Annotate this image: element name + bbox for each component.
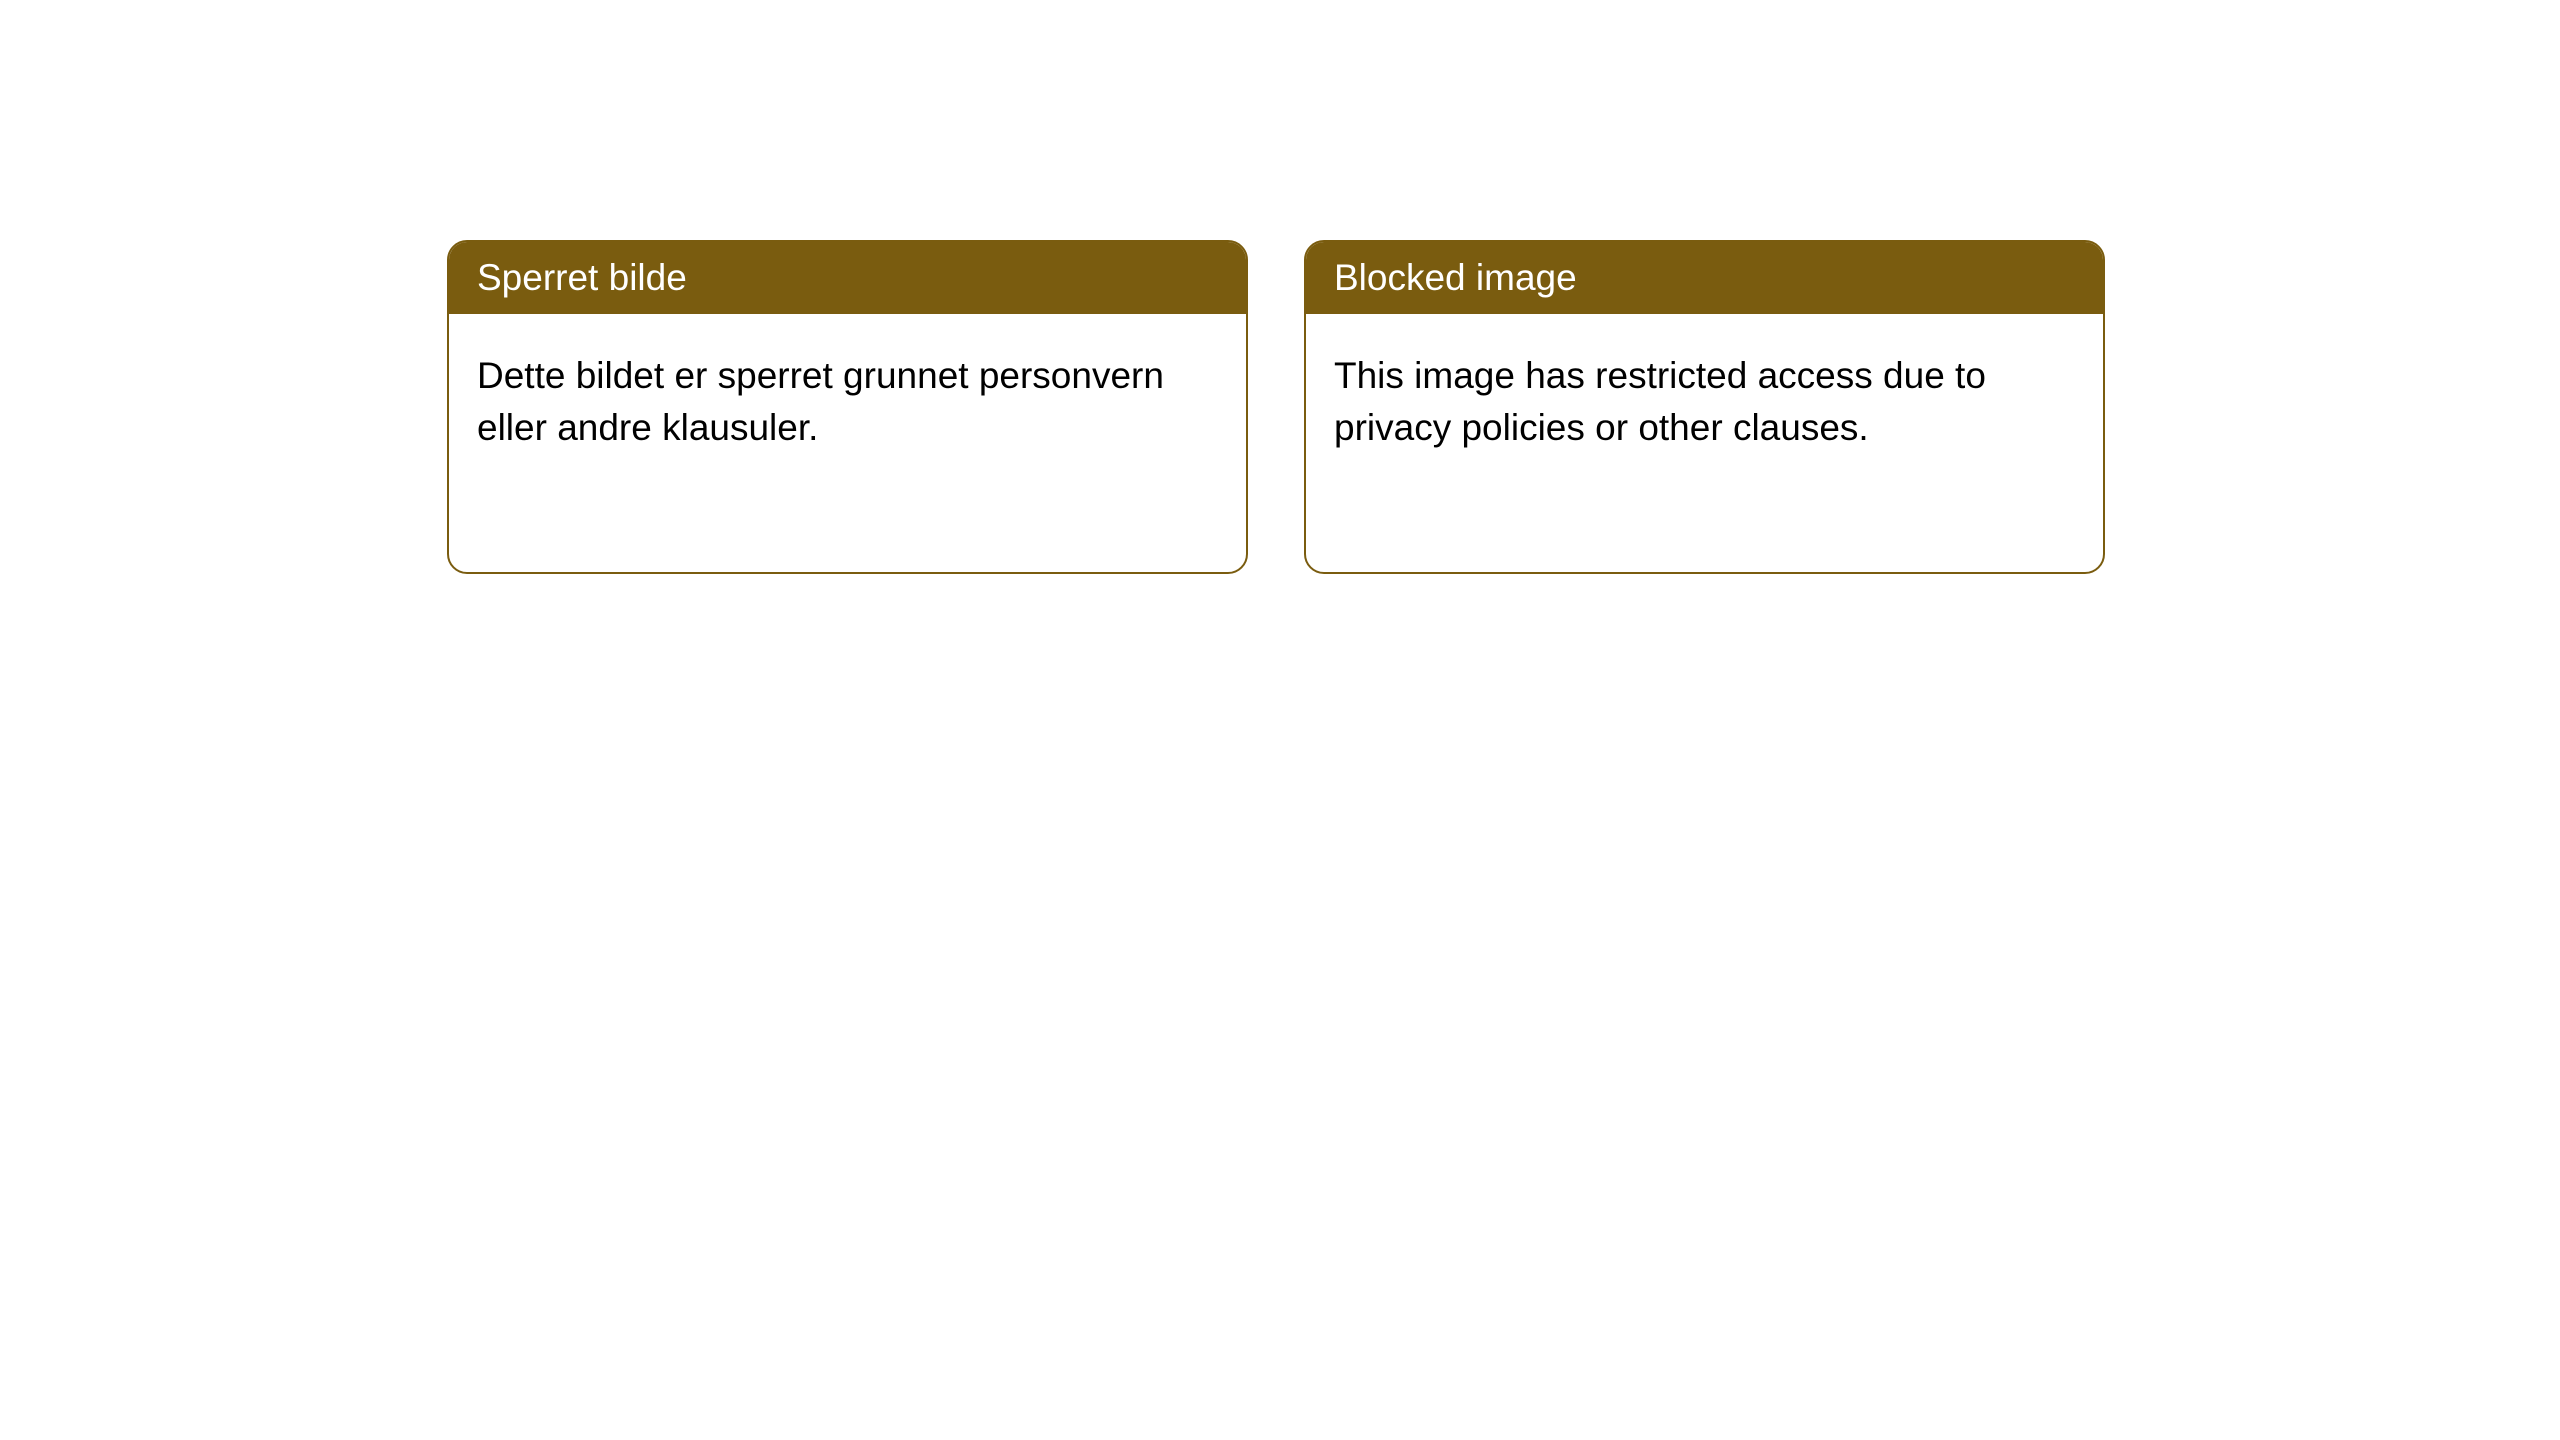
notice-card-norwegian: Sperret bilde Dette bildet er sperret gr…: [447, 240, 1248, 574]
notice-header: Sperret bilde: [449, 242, 1246, 314]
notice-header: Blocked image: [1306, 242, 2103, 314]
notice-card-english: Blocked image This image has restricted …: [1304, 240, 2105, 574]
notice-body: This image has restricted access due to …: [1306, 314, 2103, 490]
notice-container: Sperret bilde Dette bildet er sperret gr…: [0, 0, 2560, 574]
notice-body: Dette bildet er sperret grunnet personve…: [449, 314, 1246, 490]
